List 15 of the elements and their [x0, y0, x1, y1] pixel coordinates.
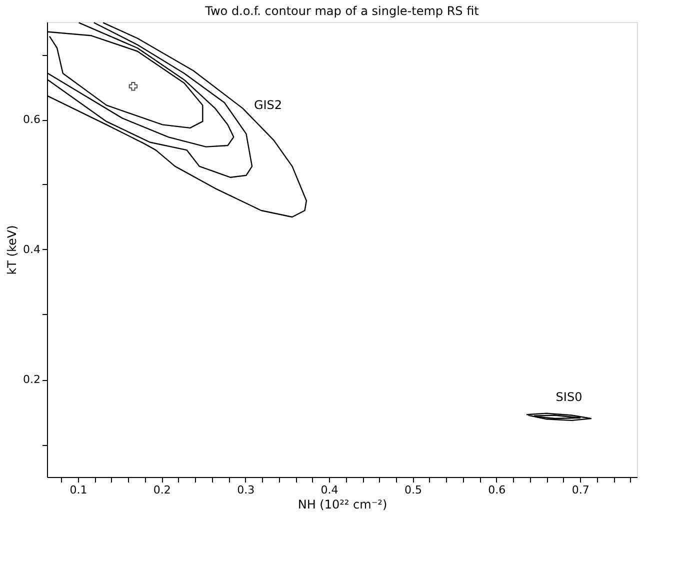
x-tick-label: 0.3 — [237, 484, 255, 496]
x-tick-label: 0.6 — [488, 484, 506, 496]
y-axis-title: kT (keV) — [5, 225, 20, 275]
y-tick-label: 0.6 — [23, 113, 40, 126]
x-tick-label: 0.4 — [320, 484, 338, 496]
x-tick-label: 0.2 — [153, 484, 171, 496]
x-tick-label: 0.5 — [404, 484, 422, 496]
annotation: SIS0 — [556, 390, 582, 404]
annotation: GIS2 — [254, 98, 282, 112]
y-tick-label: 0.4 — [23, 243, 40, 256]
chart-title: Two d.o.f. contour map of a single-temp RS fit — [204, 4, 480, 18]
x-tick-label: 0.7 — [572, 484, 590, 496]
x-axis-title: NH (10²² cm⁻²) — [298, 498, 388, 512]
y-tick-label: 0.2 — [23, 373, 40, 386]
x-tick-label: 0.1 — [70, 484, 88, 496]
